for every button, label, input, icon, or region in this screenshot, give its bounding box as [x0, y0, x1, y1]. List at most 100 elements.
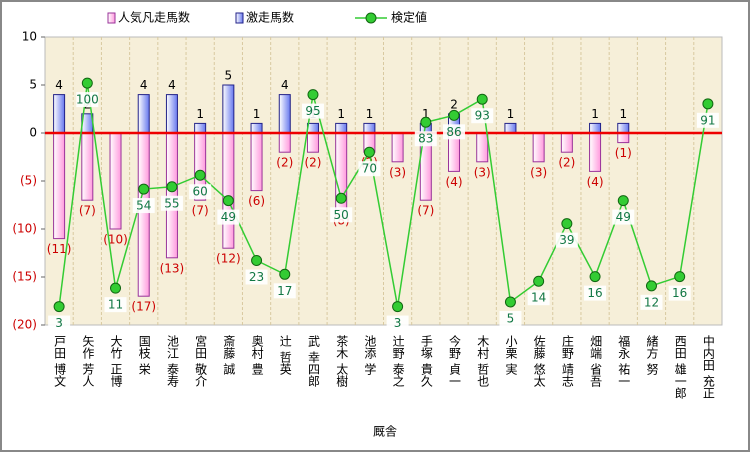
bar — [53, 94, 66, 134]
marker — [617, 195, 629, 207]
data-label: (4) — [446, 175, 463, 189]
x-tick-label: 戸田 博文 — [53, 335, 67, 387]
x-tick-label: 奥村 豊 — [250, 335, 264, 375]
legend-label: 人気凡走馬数 — [118, 10, 190, 25]
label-box — [584, 285, 607, 301]
label-box — [471, 108, 494, 124]
marker — [194, 169, 206, 181]
bar — [589, 132, 602, 172]
legend-label: 激走馬数 — [246, 10, 294, 25]
data-label: (10) — [103, 233, 128, 247]
label-box — [132, 198, 155, 214]
marker — [279, 268, 291, 280]
bar — [504, 122, 517, 134]
x-tick-label: 中内田 充正 — [701, 334, 715, 399]
bar — [306, 122, 319, 134]
data-label: 86 — [446, 125, 461, 139]
marker — [645, 280, 657, 292]
data-label: (13) — [160, 261, 185, 275]
bar — [53, 132, 66, 240]
data-label: 55 — [164, 196, 179, 210]
data-label: (2) — [558, 156, 575, 170]
label-box — [696, 112, 719, 128]
data-label: 1 — [507, 107, 515, 121]
data-label: 91 — [700, 113, 715, 127]
bar — [476, 132, 489, 163]
x-tick-label: 今野 貞一 — [448, 334, 462, 387]
data-label: (7) — [79, 204, 96, 218]
label-box — [301, 103, 324, 119]
marker — [110, 282, 122, 294]
label-box — [612, 209, 635, 225]
marker — [335, 192, 347, 204]
marker — [702, 98, 714, 110]
label-box — [273, 283, 296, 299]
bar — [165, 94, 178, 134]
x-tick-label: 辻 哲英 — [278, 335, 292, 375]
data-label: (7) — [417, 204, 434, 218]
data-label: 23 — [249, 270, 264, 284]
bar — [222, 84, 235, 134]
data-label: (2) — [304, 156, 321, 170]
marker — [251, 254, 263, 266]
data-label: (4) — [587, 175, 604, 189]
legend-swatch — [107, 12, 116, 24]
data-label: 54 — [136, 199, 151, 213]
data-label: (12) — [216, 252, 241, 266]
x-tick-label: 手塚 貴久 — [419, 335, 433, 388]
bar — [589, 122, 602, 134]
data-label: 1 — [253, 107, 261, 121]
data-label: 39 — [559, 233, 574, 247]
x-tick-label: 西田 雄一郎 — [673, 335, 687, 399]
data-label: 4 — [140, 78, 148, 92]
data-label: 16 — [587, 286, 602, 300]
bar — [137, 94, 150, 134]
data-label: 4 — [281, 78, 289, 92]
marker — [561, 218, 573, 230]
label-box — [555, 232, 578, 248]
data-label: 14 — [531, 291, 546, 305]
label-box — [104, 297, 127, 313]
data-label: (3) — [530, 165, 547, 179]
x-tick-label: 小栗 実 — [504, 335, 518, 376]
y-tick-label: 0 — [29, 126, 37, 140]
data-label: 3 — [55, 316, 63, 330]
data-label: 5 — [225, 69, 233, 83]
bar — [335, 122, 348, 134]
data-label: (3) — [389, 165, 406, 179]
bar — [363, 122, 376, 134]
bar — [194, 122, 207, 134]
data-label: (6) — [248, 194, 265, 208]
marker — [392, 301, 404, 313]
data-label: 12 — [644, 295, 659, 309]
marker — [504, 296, 516, 308]
marker — [674, 271, 686, 283]
bar — [137, 132, 150, 297]
data-label: 4 — [168, 78, 176, 92]
x-tick-label: 池添 学 — [363, 335, 377, 375]
label-box — [48, 315, 71, 331]
bar — [391, 132, 404, 163]
data-label: 83 — [418, 132, 433, 146]
data-label: 95 — [305, 104, 320, 118]
x-tick-label: 茶木 太樹 — [335, 334, 349, 387]
x-tick-label: 池江 泰寿 — [165, 335, 179, 387]
data-label: (2) — [276, 156, 293, 170]
bar — [222, 132, 235, 249]
y-tick-label: 10 — [22, 30, 37, 44]
label-box — [358, 161, 381, 177]
x-tick-label: 庄野 靖志 — [560, 334, 574, 387]
data-label: 2 — [450, 97, 458, 111]
marker — [533, 275, 545, 287]
label-box — [160, 195, 183, 211]
x-tick-label: 斎藤 誠 — [222, 334, 236, 376]
data-label: 16 — [672, 286, 687, 300]
marker — [222, 195, 234, 207]
bar — [560, 132, 573, 153]
marker — [138, 183, 150, 195]
label-box — [386, 315, 409, 331]
data-label: 49 — [221, 210, 236, 224]
y-tick-label: (15) — [12, 270, 37, 284]
label-box — [527, 290, 550, 306]
bar — [617, 132, 630, 144]
